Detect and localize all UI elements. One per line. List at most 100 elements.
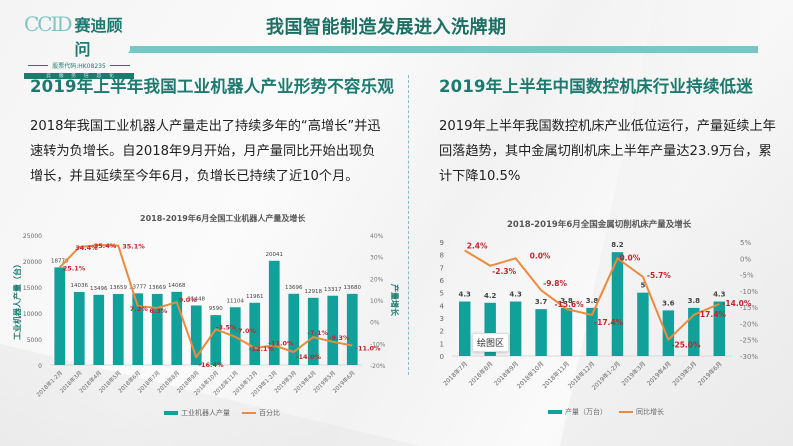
bar-value-label: 11961 (246, 294, 264, 300)
y-tick-label: 0 (38, 363, 42, 370)
y2-tick-label: -20% (370, 363, 386, 370)
line-value-label: 0.0% (530, 251, 551, 260)
bar-value-label: 3.7 (535, 298, 548, 306)
legend-bar-swatch (548, 410, 562, 414)
line-value-label: -12.1% (249, 345, 275, 353)
bar-value-label: 11104 (227, 298, 245, 304)
bar (112, 293, 124, 365)
bar-value-label: 3.6 (662, 299, 675, 307)
y-tick-label: 5000 (27, 337, 42, 344)
y2-tick-label: 30% (370, 255, 384, 262)
bar (73, 292, 85, 365)
right-section-body: 2019年上半年我国数控机床产业低位运行，产量延续上年回落趋势，其中金属切削机床… (439, 119, 776, 184)
bar (611, 252, 624, 356)
line-value-label: -2.3% (492, 267, 516, 276)
bar-value-label: 13696 (285, 285, 303, 291)
bar-value-label: 5 (640, 282, 645, 290)
bar (171, 291, 183, 365)
bar-value-label: 3.8 (560, 297, 573, 305)
y2-tick-label: 0% (740, 255, 751, 263)
y2-tick-label: 0% (370, 320, 380, 327)
bar (249, 302, 261, 365)
page-title: 我国智能制造发展进入洗牌期 (266, 17, 507, 38)
y-tick-label: 5 (440, 290, 444, 298)
y-tick-label: 4 (440, 302, 445, 310)
bar-value-label: 13659 (110, 285, 128, 291)
line-value-label: 34.4% (75, 244, 98, 252)
y2-tick-label: -20% (740, 320, 758, 328)
y-axis-title: 工业机器人产量（台） (12, 260, 22, 340)
line-value-label: 0.0% (619, 253, 640, 262)
x-tick-label: 2018年1-2月 (34, 369, 64, 399)
legend-label: 产量（万台） (565, 408, 607, 416)
bar (688, 307, 700, 356)
legend-line-swatch (242, 412, 256, 414)
y-tick-label: 8 (440, 252, 444, 260)
legend-label: 工业机器人产量 (181, 409, 230, 417)
x-tick-label: 2019年6月 (696, 360, 724, 388)
bar (509, 301, 522, 356)
y-tick-label: 2 (440, 328, 444, 336)
bar (560, 307, 573, 356)
divider (28, 65, 49, 66)
growth-line (59, 243, 353, 359)
bar (132, 293, 144, 365)
y2-tick-label: -15% (740, 304, 758, 312)
plot-area-tooltip: 绘图区 (472, 333, 510, 352)
line-value-label: -5.7% (647, 271, 671, 280)
line-value-label: 25.1% (63, 264, 86, 272)
logo-name: 赛迪顾问 (74, 16, 123, 59)
bar-value-label: 13317 (324, 287, 342, 293)
bar-value-label: 4.2 (484, 292, 497, 300)
bar (346, 293, 358, 365)
bar (459, 301, 471, 356)
line-value-label: -3.5% (216, 323, 237, 331)
y-tick-label: 15000 (23, 285, 42, 292)
machine-tool-chart: 0 1 2 3 4 5 6 7 8 9 -30% -25% -20% -15% -10% -5% 0% 5% 4.3… (440, 239, 759, 392)
bar-value-label: 3.8 (688, 297, 701, 305)
line-value-label: -16.4% (198, 361, 224, 369)
bar (307, 297, 319, 365)
y-tick-label: 3 (440, 315, 444, 323)
y2-axis-title: 产量增长 (390, 284, 400, 317)
line-value-label: 35.1% (122, 243, 145, 251)
y2-tick-label: -30% (740, 353, 758, 361)
line-value-label: -9.8% (543, 279, 567, 288)
bar-value-label: 8.2 (611, 241, 624, 249)
y2-tick-label: 40% (370, 233, 384, 240)
bar (190, 305, 202, 365)
y2-tick-label: -10% (370, 341, 386, 348)
bar (637, 292, 649, 356)
header-band (130, 46, 758, 53)
y-tick-label: 1 (440, 340, 444, 348)
line-value-label: 6.3% (149, 307, 168, 315)
chart-legend: 工业机器人产量 百分比 (164, 408, 280, 418)
y2-tick-label: -10% (740, 288, 758, 296)
bar-value-label: 12918 (305, 289, 323, 295)
left-section-title: 2019年上半年我国工业机器人产业形势不容乐观 (30, 77, 395, 96)
legend-bar-swatch (164, 411, 178, 415)
stock-code-row: 股票代码:HK08235 (24, 61, 134, 70)
logo: CCID 赛迪顾问 股票代码:HK08235 云 服 务 信 息 化 (24, 12, 134, 79)
bar (327, 295, 339, 365)
logo-brand: CCID (24, 12, 73, 36)
section-divider (408, 75, 409, 375)
bar (662, 310, 675, 356)
bar (535, 309, 547, 356)
y2-tick-label: 20% (370, 276, 384, 283)
stock-code: 股票代码:HK08235 (52, 63, 106, 70)
y2-tick-label: -5% (740, 272, 754, 280)
bar-value-label: 4.3 (509, 291, 522, 299)
bar-value-label: 13777 (129, 284, 147, 290)
chart-title: 2018-2019年6月全国金属切削机床产量及增长 (507, 220, 692, 230)
robot-production-chart: 0 5000 10000 15000 20000 25000 -20% -10% 0% 10% 20… (12, 233, 400, 399)
x-tick-label: 2018年9月 (492, 360, 520, 388)
line-value-label: -17.4% (697, 310, 727, 319)
bar-value-label: 13669 (149, 285, 167, 291)
line-value-label: -14.0% (722, 299, 752, 308)
y2-tick-label: 10% (370, 298, 384, 305)
bar (151, 293, 163, 365)
line-value-label: -11.0% (355, 345, 381, 353)
line-value-label: 35.4% (94, 242, 117, 250)
x-tick-label: 2019年4月 (645, 360, 673, 388)
